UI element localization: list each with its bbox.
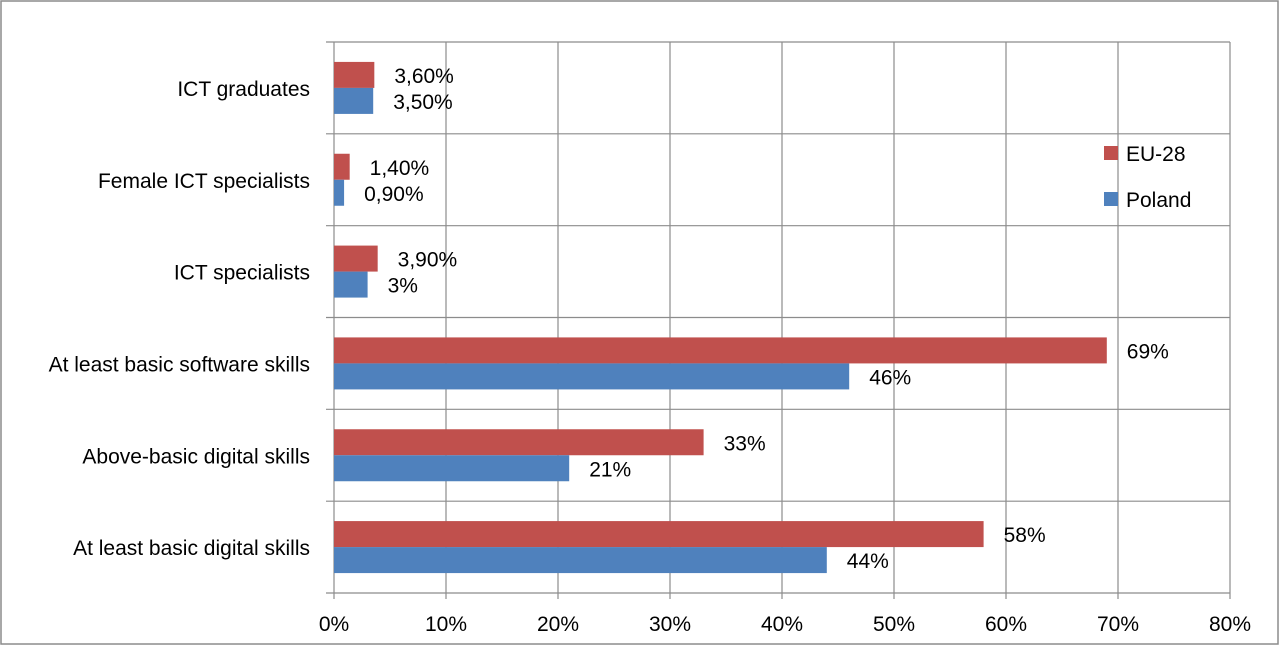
category-label: ICT graduates (177, 78, 310, 101)
x-tick-label: 10% (425, 613, 467, 636)
data-label: 21% (589, 458, 631, 481)
data-label: 46% (869, 366, 911, 389)
x-tick-label: 70% (1097, 613, 1139, 636)
x-tick-label: 50% (873, 613, 915, 636)
bar-poland (334, 87, 374, 114)
data-label: 3,90% (398, 249, 458, 272)
bar-poland (334, 547, 827, 574)
category-label: Above-basic digital skills (82, 445, 310, 468)
legend-swatch (1104, 192, 1118, 206)
data-labels: 3,60% 3,50% 1,40% 0,90% 3,90% 3% 69% 46% 33% 21% 5… (364, 65, 1169, 573)
bar-poland (334, 455, 570, 482)
bar-eu-28 (334, 337, 1107, 364)
data-label: 3,60% (394, 65, 454, 88)
category-label: Female ICT specialists (98, 170, 310, 193)
x-tick-label: 0% (319, 613, 349, 636)
bars (334, 61, 1107, 574)
data-label: 3,50% (393, 91, 453, 114)
category-label: At least basic digital skills (73, 537, 310, 560)
bar-eu-28 (334, 61, 375, 88)
bar-poland (334, 363, 850, 390)
bar-eu-28 (334, 429, 704, 456)
data-label: 69% (1127, 340, 1169, 363)
x-axis-tick-labels: 0% 10% 20% 30% 40% 50% 60% 70% 80% (319, 613, 1251, 636)
legend-swatch (1104, 146, 1118, 160)
legend-label: EU-28 (1126, 143, 1186, 166)
bar-eu-28 (334, 521, 984, 548)
bar-poland (334, 179, 345, 206)
bar-poland (334, 271, 368, 298)
data-label: 0,90% (364, 183, 424, 206)
x-tick-label: 80% (1209, 613, 1251, 636)
x-tick-label: 40% (761, 613, 803, 636)
data-label: 1,40% (370, 157, 430, 180)
x-tick-label: 60% (985, 613, 1027, 636)
data-label: 44% (847, 550, 889, 573)
bar-eu-28 (334, 153, 350, 180)
category-label: ICT specialists (174, 262, 310, 285)
x-tick-label: 30% (649, 613, 691, 636)
category-labels: ICT graduates Female ICT specialists ICT s… (49, 78, 310, 560)
data-label: 58% (1004, 524, 1046, 547)
bar-eu-28 (334, 245, 378, 272)
legend-label: Poland (1126, 189, 1191, 212)
grid-lines (326, 41, 1231, 599)
data-label: 33% (724, 432, 766, 455)
x-tick-label: 20% (537, 613, 579, 636)
data-label: 3% (388, 275, 418, 298)
category-label: At least basic software skills (49, 353, 310, 376)
legend: EU-28 Poland (1104, 143, 1191, 212)
